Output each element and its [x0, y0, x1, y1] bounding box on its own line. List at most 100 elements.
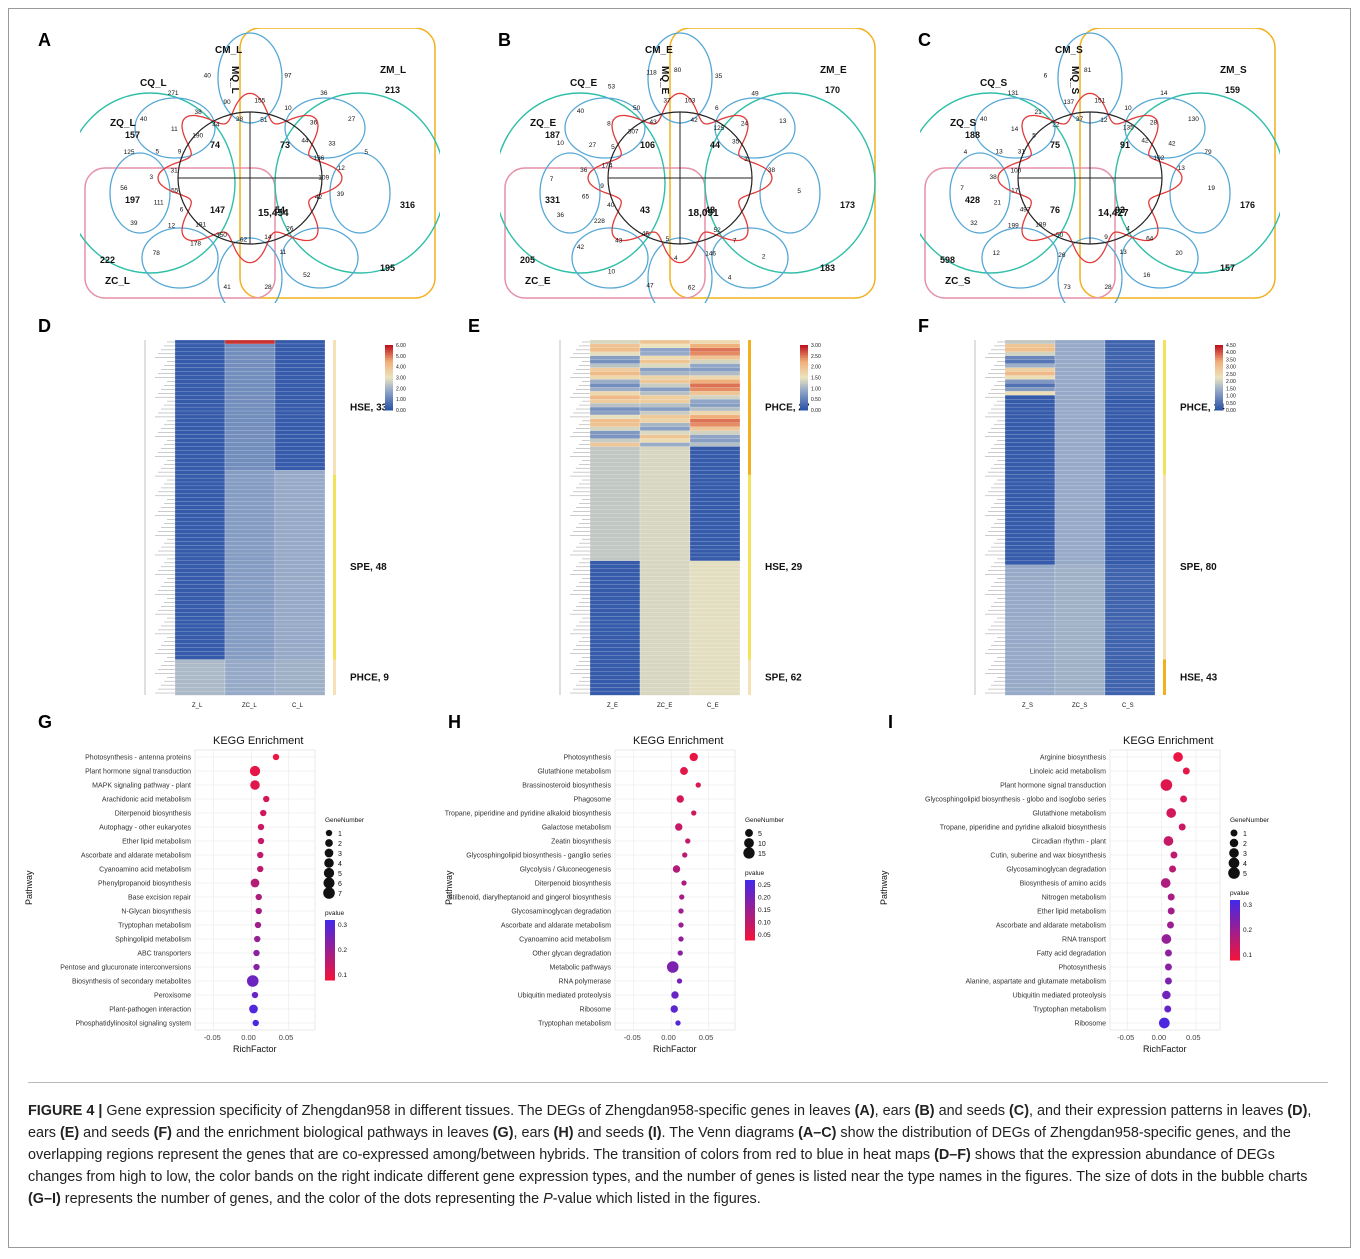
heatmap-cell [274, 462, 326, 467]
venn-count: 40 [607, 202, 615, 209]
venn-count: 44 [212, 121, 220, 128]
heatmap-cell [689, 616, 741, 621]
heatmap-cell [1054, 410, 1106, 416]
venn-count: 213 [385, 85, 400, 95]
heatmap-cell [589, 517, 641, 522]
heatmap-cell [1104, 513, 1156, 518]
legend-gradient-step [1215, 408, 1223, 411]
heatmap-cell [1104, 414, 1156, 420]
color-legend-step [1230, 908, 1240, 911]
venn-count: 36 [320, 90, 328, 97]
heatmap-cell [639, 513, 691, 518]
heatmap-cell [1054, 403, 1106, 408]
pathway-label: Biosynthesis of amino acids [1020, 881, 1107, 888]
heatmap-cell [224, 403, 276, 408]
heatmap-cell [1104, 371, 1156, 376]
heatmap-cell [589, 387, 641, 392]
heatmap-cell [274, 659, 326, 664]
color-legend-step [745, 920, 755, 923]
heatmap-cell [1004, 533, 1056, 538]
bubble-point [1164, 1005, 1172, 1013]
heatmap-cell [689, 410, 741, 416]
heatmap-cell [1054, 493, 1106, 499]
heatmap-cell [689, 359, 741, 365]
heatmap-cell [689, 548, 741, 554]
heatmap-cell [1004, 596, 1056, 601]
color-legend-step [1230, 930, 1240, 933]
heatmap-cell [1004, 643, 1056, 649]
bubble-point [1167, 893, 1175, 901]
color-legend-step [1230, 946, 1240, 949]
heatmap-cell [1104, 651, 1156, 656]
legend-tick: 1.00 [396, 397, 406, 403]
legend-gradient-step [385, 364, 393, 367]
heatmap-cell [174, 395, 226, 400]
heatmap-cell [589, 639, 641, 645]
heatmap-cell [274, 604, 326, 609]
venn-count: 44 [301, 138, 309, 145]
heatmap-cell [689, 379, 741, 384]
heatmap-cell [1054, 643, 1106, 649]
heatmap-cell [274, 339, 326, 345]
heatmap-cell [1104, 446, 1156, 451]
color-legend-step [745, 898, 755, 901]
legend-gradient-step [1215, 393, 1223, 396]
legend-gradient-step [1215, 385, 1223, 388]
color-legend-step [1230, 950, 1240, 953]
heatmap-cell [1104, 434, 1156, 440]
legend-gradient-step [1215, 398, 1223, 401]
color-legend-step [745, 918, 755, 921]
size-legend-dot [325, 829, 333, 837]
heatmap-cell [589, 679, 641, 684]
heatmap-cell [174, 339, 226, 345]
heatmap-cell [274, 477, 326, 483]
heatmap-cell [639, 403, 691, 408]
venn-label-zm: ZM_S [1220, 65, 1247, 76]
heatmap-cell [274, 584, 326, 589]
venn-label-cq: CQ_L [140, 78, 167, 89]
heatmap-cell [639, 667, 691, 672]
pathway-label: Ether lipid metabolism [122, 839, 191, 846]
color-legend-step [745, 882, 755, 885]
heatmap-cell [639, 572, 691, 578]
heatmap-cell [639, 552, 691, 558]
heatmap-cell [1004, 367, 1056, 372]
bubble-point [672, 865, 681, 873]
heatmap-cell [689, 438, 741, 443]
venn-count: 36 [580, 167, 588, 174]
venn-count: 42 [1168, 140, 1176, 147]
legend-gradient-step [800, 345, 808, 348]
legend-gradient-step [385, 406, 393, 409]
heatmap-cell [589, 580, 641, 585]
venn-count: 73 [280, 140, 290, 150]
heatmap-cell [639, 537, 691, 542]
heatmap-cell [639, 497, 691, 503]
venn-count: 14 [1011, 126, 1019, 133]
heatmap-column-label: C_L [292, 703, 304, 709]
caption-part: and the enrichment biological pathways i… [171, 1125, 493, 1141]
heatmap-cell [174, 481, 226, 487]
venn-count: 11 [280, 249, 287, 256]
heatmap-cell [689, 446, 741, 451]
heatmap-cell [1054, 481, 1106, 487]
heatmap-cell [274, 556, 326, 562]
heatmap-cell [589, 608, 641, 613]
heatmap-cell [1104, 541, 1156, 546]
legend-gradient-step [1215, 349, 1223, 352]
bubble-point [1162, 990, 1171, 1000]
venn-count: 3 [150, 174, 154, 181]
heatmap-cell [639, 359, 691, 365]
heatmap-cell [224, 513, 276, 518]
heatmap-cell [639, 604, 691, 609]
heatmap-cell [1054, 438, 1106, 443]
heatmap-cell [1054, 592, 1106, 597]
legend-gradient-step [1215, 351, 1223, 354]
heatmap-cell [1004, 635, 1056, 641]
venn-count: 189 [1035, 222, 1046, 229]
venn-label-zq: ZQ_E [530, 118, 556, 129]
expression-type-band [748, 474, 751, 660]
heatmap-cell [1004, 371, 1056, 376]
pathway-label: Glycosphingolipid biosynthesis - globo a… [925, 797, 1106, 804]
heatmap-cell [274, 588, 326, 593]
heatmap-cell [274, 572, 326, 578]
